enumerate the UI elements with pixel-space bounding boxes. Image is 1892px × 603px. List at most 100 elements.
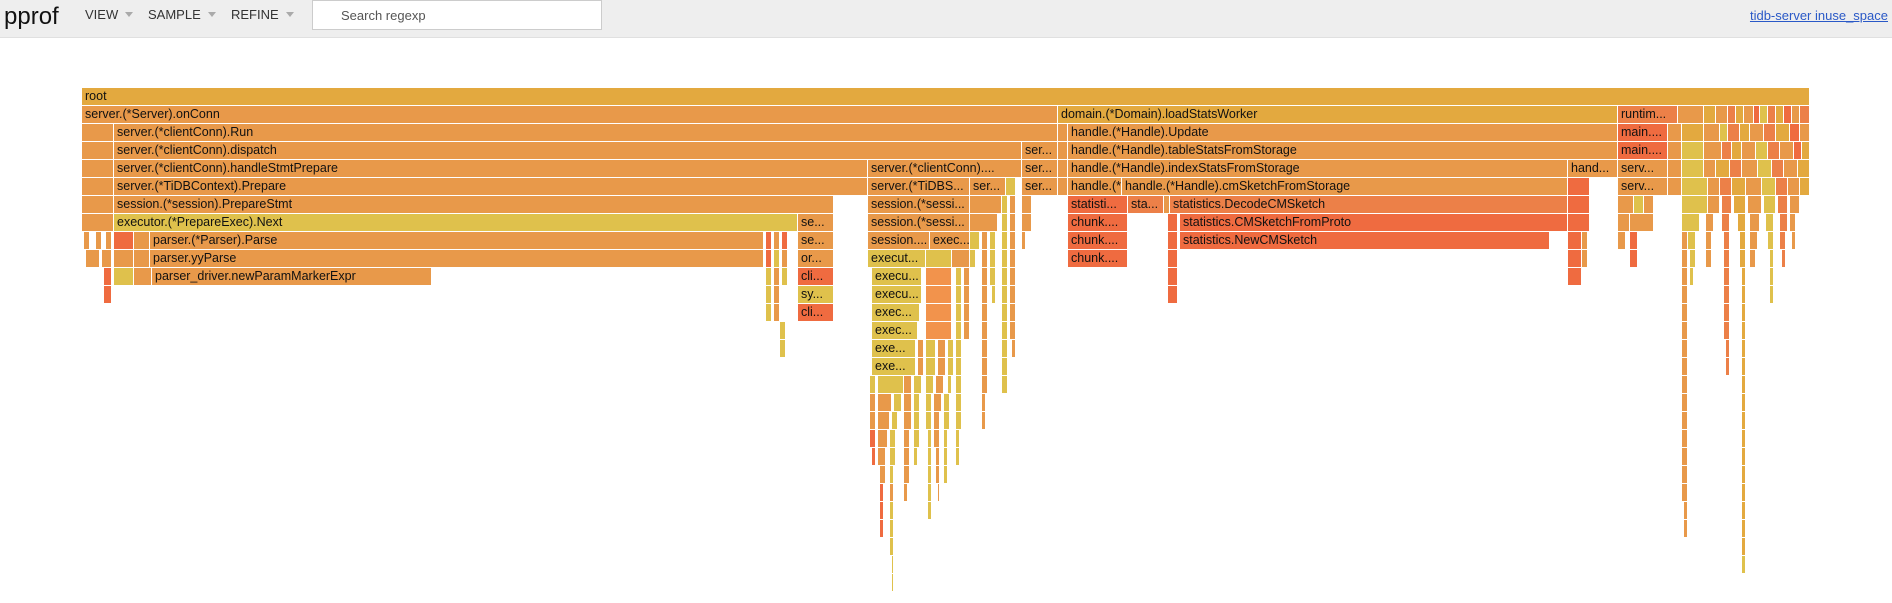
menu-sample[interactable]: SAMPLE: [148, 8, 216, 22]
flame-frame[interactable]: parser.yyParse: [150, 250, 763, 267]
flame-frame[interactable]: [1740, 250, 1745, 267]
flame-frame[interactable]: hand...: [1568, 160, 1617, 177]
flame-frame[interactable]: [1682, 160, 1703, 177]
flame-frame[interactable]: [82, 178, 113, 195]
flame-frame[interactable]: server.(*clientConn).handleStmtPrepare: [114, 160, 867, 177]
flame-frame[interactable]: [956, 412, 961, 429]
flame-frame[interactable]: [782, 250, 787, 267]
flame-frame[interactable]: [878, 394, 891, 411]
flame-frame[interactable]: handle.(*Handle).cmSketchFromStorage: [1122, 178, 1567, 195]
flame-frame[interactable]: parser_driver.newParamMarkerExpr: [152, 268, 431, 285]
flame-frame[interactable]: [926, 340, 935, 357]
flame-frame[interactable]: [926, 250, 951, 267]
flame-frame[interactable]: [766, 304, 771, 321]
flame-frame[interactable]: [1762, 178, 1775, 195]
flame-frame[interactable]: [1734, 196, 1745, 213]
flame-frame[interactable]: [1750, 250, 1755, 267]
flame-frame[interactable]: [1728, 106, 1735, 123]
flame-frame[interactable]: [928, 466, 931, 483]
flame-frame[interactable]: [890, 538, 893, 555]
flame-frame[interactable]: [1716, 160, 1729, 177]
flame-frame[interactable]: [948, 340, 953, 357]
flame-frame[interactable]: [1002, 304, 1007, 321]
flame-frame[interactable]: [1742, 358, 1745, 375]
flame-frame[interactable]: [1792, 232, 1795, 249]
flame-frame[interactable]: [936, 466, 939, 483]
flame-frame[interactable]: parser.(*Parser).Parse: [150, 232, 763, 249]
flame-frame[interactable]: [1618, 196, 1633, 213]
flame-frame[interactable]: [1800, 124, 1809, 141]
flame-frame[interactable]: [1728, 124, 1739, 141]
flame-frame[interactable]: [878, 412, 889, 429]
flame-frame[interactable]: [1724, 250, 1729, 267]
flame-frame[interactable]: [1682, 232, 1687, 249]
flame-frame[interactable]: [766, 250, 771, 267]
flame-frame[interactable]: [1742, 430, 1745, 447]
flame-frame[interactable]: [964, 304, 969, 321]
flame-frame[interactable]: [892, 556, 893, 573]
flame-frame[interactable]: [1630, 214, 1653, 231]
flame-frame[interactable]: [1682, 286, 1687, 303]
flame-frame[interactable]: [914, 394, 919, 411]
flame-frame[interactable]: [1682, 250, 1687, 267]
flame-frame[interactable]: [1002, 196, 1007, 213]
flame-frame[interactable]: [1788, 178, 1799, 195]
flame-frame[interactable]: [1682, 124, 1703, 141]
flame-frame[interactable]: [956, 304, 961, 321]
flame-frame[interactable]: [1720, 124, 1727, 141]
flame-frame[interactable]: [964, 322, 969, 339]
flame-frame[interactable]: [1772, 160, 1783, 177]
flame-frame[interactable]: [992, 286, 995, 303]
flame-frame[interactable]: [948, 358, 953, 375]
flame-frame[interactable]: [890, 484, 893, 501]
flame-frame[interactable]: [904, 412, 911, 429]
flame-frame[interactable]: [1002, 286, 1007, 303]
flame-frame[interactable]: [956, 322, 961, 339]
flame-frame[interactable]: [82, 214, 113, 231]
flame-frame[interactable]: [904, 394, 911, 411]
flame-frame[interactable]: [1724, 232, 1729, 249]
flame-frame[interactable]: exec...: [872, 322, 917, 339]
flame-frame[interactable]: [1022, 232, 1025, 249]
flame-frame[interactable]: [938, 340, 945, 357]
flame-frame[interactable]: [1742, 304, 1745, 321]
flame-frame[interactable]: [1022, 196, 1031, 213]
flame-frame[interactable]: chunk....: [1068, 214, 1127, 231]
flame-frame[interactable]: serv...: [1618, 178, 1667, 195]
flame-frame[interactable]: [1002, 340, 1007, 357]
flame-frame[interactable]: [774, 250, 779, 267]
flame-frame[interactable]: main....: [1618, 142, 1667, 159]
flame-frame[interactable]: [928, 448, 931, 465]
flame-frame[interactable]: [1168, 232, 1177, 249]
flame-frame[interactable]: [1682, 448, 1687, 465]
flame-frame[interactable]: [892, 574, 893, 591]
flame-frame[interactable]: [956, 268, 961, 285]
flame-frame[interactable]: [1002, 214, 1007, 231]
flame-frame[interactable]: [982, 394, 985, 411]
flame-frame[interactable]: [878, 376, 903, 393]
flame-frame[interactable]: [1002, 268, 1007, 285]
flame-frame[interactable]: [904, 484, 907, 501]
flame-frame[interactable]: [934, 412, 939, 429]
flame-frame[interactable]: [956, 448, 959, 465]
flame-frame[interactable]: [1682, 304, 1687, 321]
flame-frame[interactable]: [1742, 466, 1745, 483]
flame-frame[interactable]: [926, 412, 931, 429]
flame-frame[interactable]: [82, 160, 113, 177]
flame-frame[interactable]: [1682, 340, 1687, 357]
flame-frame[interactable]: statistics.NewCMSketch: [1180, 232, 1549, 249]
flame-frame[interactable]: [1678, 106, 1703, 123]
flame-frame[interactable]: handle.(*Handle).indexStatsFromStorage: [1068, 160, 1567, 177]
flame-frame[interactable]: [1684, 502, 1687, 519]
flame-frame[interactable]: [970, 250, 975, 267]
flame-frame[interactable]: runtim...: [1618, 106, 1677, 123]
flame-frame[interactable]: [1750, 232, 1757, 249]
flame-frame[interactable]: [904, 448, 909, 465]
flame-frame[interactable]: session.(*sessi...: [868, 214, 969, 231]
flame-frame[interactable]: [1682, 358, 1687, 375]
flame-frame[interactable]: [1726, 358, 1729, 375]
flame-frame[interactable]: execu...: [872, 286, 921, 303]
flame-frame[interactable]: [926, 358, 935, 375]
flame-frame[interactable]: [938, 484, 939, 501]
flame-frame[interactable]: [1010, 268, 1015, 285]
